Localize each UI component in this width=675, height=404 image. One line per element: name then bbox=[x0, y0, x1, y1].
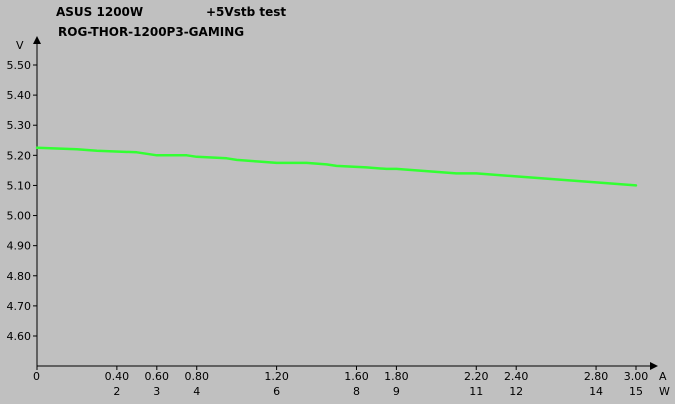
x-tick-label: 0.40 bbox=[105, 370, 130, 383]
x-ticks: 0 0.40 0.60 0.80 1.20 1.60 1.80 2.20 2.40 2.80 3.0… bbox=[33, 366, 648, 383]
x-tick-label: 2.20 bbox=[464, 370, 489, 383]
x2-tick-label: 14 bbox=[589, 385, 603, 398]
x2-tick-label: 2 bbox=[113, 385, 120, 398]
x-tick-label: 1.20 bbox=[264, 370, 289, 383]
chart-model-subtitle: ROG-THOR-1200P3-GAMING bbox=[58, 25, 245, 39]
x2-tick-label: 12 bbox=[509, 385, 523, 398]
x-axis-group: A W bbox=[37, 362, 670, 398]
x-tick-label: 2.80 bbox=[584, 370, 609, 383]
x-tick-label: 3.00 bbox=[624, 370, 649, 383]
y-tick-label: 5.40 bbox=[7, 89, 32, 102]
x2-tick-label: 6 bbox=[273, 385, 280, 398]
y-tick-label: 4.90 bbox=[7, 240, 32, 253]
chart-test-title: +5Vstb test bbox=[206, 5, 287, 19]
y-tick-label: 5.20 bbox=[7, 149, 32, 162]
x-axis-unit: A bbox=[659, 370, 667, 383]
y-axis-group: V bbox=[16, 36, 41, 366]
x2-tick-label: 8 bbox=[353, 385, 360, 398]
y-ticks: 5.50 5.40 5.30 5.20 5.10 5.00 4.90 4.80 4.70 4.60 bbox=[7, 59, 37, 343]
x2-ticks: 2 3 4 6 8 9 11 12 14 15 bbox=[113, 385, 643, 398]
x-tick-label: 2.40 bbox=[504, 370, 529, 383]
x2-tick-label: 3 bbox=[153, 385, 160, 398]
y-axis-arrow bbox=[33, 36, 41, 44]
x2-axis-unit: W bbox=[659, 385, 670, 398]
y-tick-label: 4.70 bbox=[7, 300, 32, 313]
x2-tick-label: 15 bbox=[629, 385, 643, 398]
series-line bbox=[35, 146, 638, 187]
x2-tick-label: 4 bbox=[193, 385, 200, 398]
y-tick-label: 5.50 bbox=[7, 59, 32, 72]
y-tick-label: 5.30 bbox=[7, 119, 32, 132]
x-tick-label: 0.60 bbox=[145, 370, 170, 383]
y-tick-label: 5.00 bbox=[7, 210, 32, 223]
y-tick-label: 4.80 bbox=[7, 270, 32, 283]
y-tick-label: 5.10 bbox=[7, 179, 32, 192]
x-axis-arrow bbox=[650, 362, 658, 370]
chart-brand-title: ASUS 1200W bbox=[56, 5, 144, 19]
x-tick-label: 1.80 bbox=[384, 370, 409, 383]
y-tick-label: 4.60 bbox=[7, 330, 32, 343]
x-tick-label: 0.80 bbox=[184, 370, 209, 383]
y-axis-unit: V bbox=[16, 39, 24, 52]
series-layer bbox=[35, 146, 638, 187]
x2-tick-label: 11 bbox=[469, 385, 483, 398]
x2-tick-label: 9 bbox=[393, 385, 400, 398]
x-tick-label: 1.60 bbox=[344, 370, 369, 383]
x-tick-label: 0 bbox=[33, 370, 40, 383]
